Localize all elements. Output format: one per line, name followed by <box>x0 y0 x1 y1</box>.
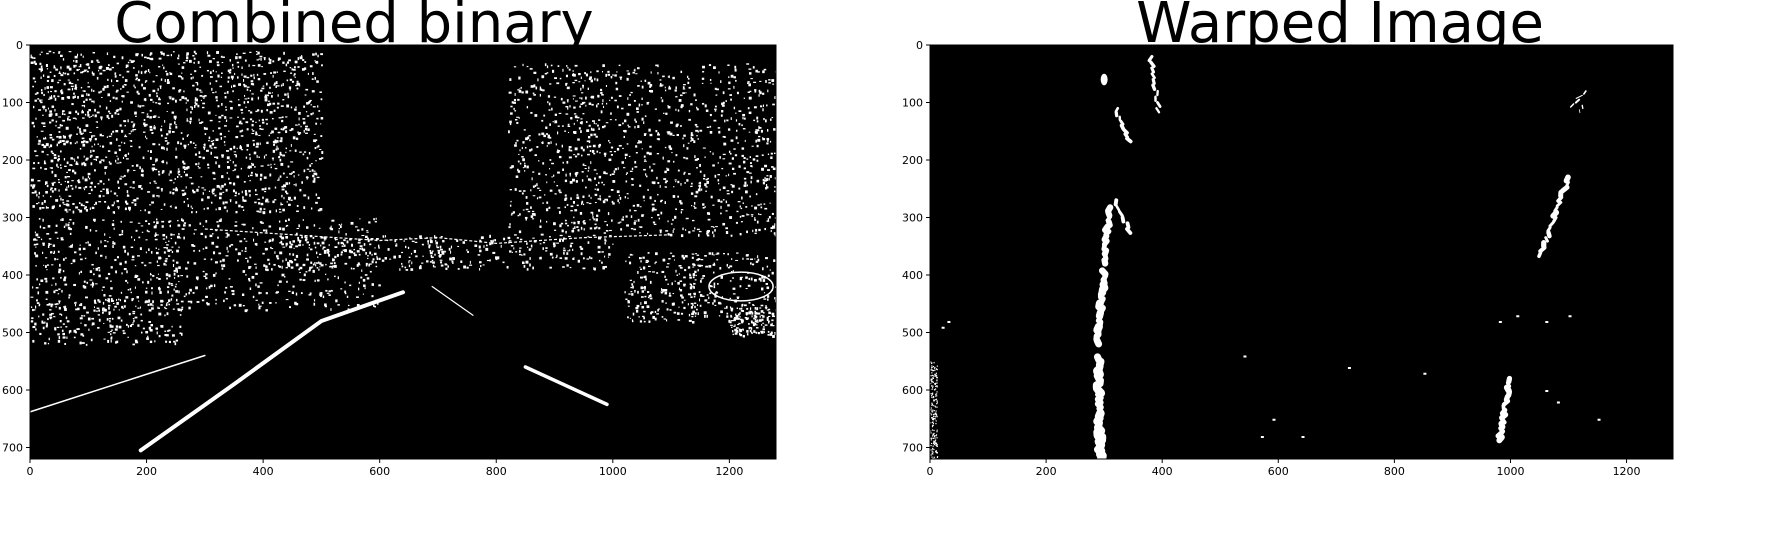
y-tick-label: 0 <box>916 40 923 52</box>
y-tick-label: 500 <box>902 327 923 340</box>
y-tick-label: 0 <box>16 40 23 52</box>
x-tick-label: 400 <box>253 465 274 478</box>
y-tick-label: 600 <box>2 384 23 397</box>
binary-image <box>30 45 778 459</box>
x-tick-label: 600 <box>1268 465 1289 478</box>
x-tick-label: 800 <box>486 465 507 478</box>
left-plot-svg: 0 200 400 600 800 1000 1200 0 100 200 300 400 500 600… <box>0 40 885 550</box>
y-tick-label: 300 <box>902 212 923 225</box>
x-tick-label: 1200 <box>1613 465 1641 478</box>
x-tick-label: 1000 <box>1496 465 1524 478</box>
y-tick-label: 500 <box>2 327 23 340</box>
binary-image <box>930 45 1676 460</box>
left-plot: 0 200 400 600 800 1000 1200 0 100 200 300 400 500 600… <box>0 40 885 550</box>
x-tick-label: 600 <box>369 465 390 478</box>
y-tick-label: 400 <box>902 269 923 282</box>
x-tick-label: 0 <box>27 465 34 478</box>
y-tick-label: 700 <box>2 442 23 455</box>
x-tick-label: 200 <box>136 465 157 478</box>
right-plot-svg: 0 200 400 600 800 1000 1200 0 100 200 300 400 500 600… <box>885 40 1771 550</box>
y-tick-label: 400 <box>2 269 23 282</box>
x-tick-label: 800 <box>1384 465 1405 478</box>
x-tick-label: 400 <box>1152 465 1173 478</box>
x-tick-label: 1200 <box>715 465 743 478</box>
y-tick-label: 600 <box>902 384 923 397</box>
y-tick-label: 300 <box>2 212 23 225</box>
x-tick-label: 1000 <box>599 465 627 478</box>
x-tick-label: 200 <box>1036 465 1057 478</box>
y-tick-label: 100 <box>902 97 923 110</box>
image-background <box>930 45 1673 459</box>
y-tick-label: 200 <box>2 154 23 167</box>
y-tick-label: 100 <box>2 97 23 110</box>
y-tick-label: 200 <box>902 154 923 167</box>
x-tick-label: 0 <box>927 465 934 478</box>
y-tick-label: 700 <box>902 442 923 455</box>
right-plot: 0 200 400 600 800 1000 1200 0 100 200 300 400 500 600… <box>885 40 1771 550</box>
